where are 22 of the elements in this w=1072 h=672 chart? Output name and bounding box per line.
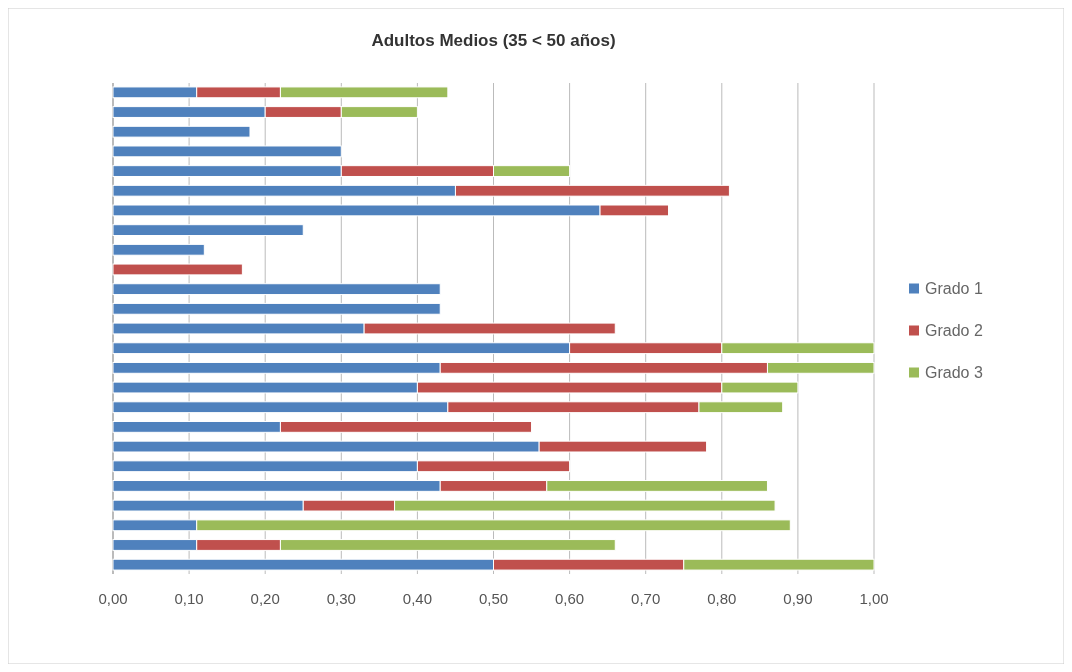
x-tick-label: 0,10 bbox=[174, 590, 204, 607]
x-tick-label: 0,60 bbox=[555, 590, 585, 607]
x-tick-label: 0,70 bbox=[631, 590, 661, 607]
bar bbox=[112, 125, 251, 138]
legend-label: Grado 1 bbox=[925, 280, 983, 298]
bar bbox=[112, 243, 205, 256]
bar bbox=[112, 145, 342, 158]
x-tick-label: 0,30 bbox=[326, 590, 356, 607]
bar bbox=[112, 263, 243, 276]
x-tick-label: 0,00 bbox=[98, 590, 128, 607]
x-tick-label: 0,80 bbox=[707, 590, 737, 607]
chart-title: Adultos Medios (35 < 50 años) bbox=[371, 31, 616, 50]
bar bbox=[112, 224, 304, 237]
bar bbox=[112, 283, 441, 296]
x-tick-label: 0,50 bbox=[478, 590, 509, 607]
x-tick-label: 0,90 bbox=[783, 590, 813, 607]
x-tick-label: 0,20 bbox=[250, 590, 280, 607]
legend-label: Grado 2 bbox=[925, 322, 983, 340]
x-tick-label: 0,40 bbox=[402, 590, 432, 607]
x-tick-label: 1,00 bbox=[859, 590, 889, 607]
legend-label: Grado 3 bbox=[925, 364, 983, 382]
bar bbox=[112, 302, 441, 315]
